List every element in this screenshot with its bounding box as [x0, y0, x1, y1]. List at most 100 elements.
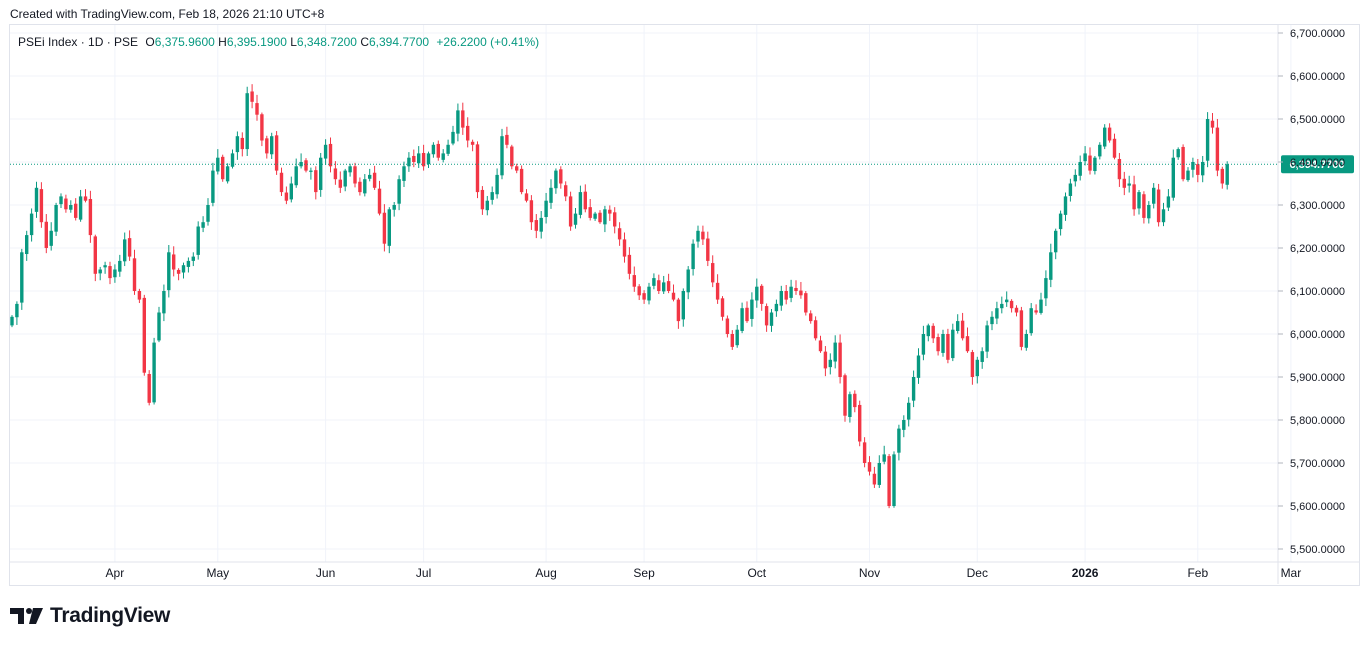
candle[interactable] [206, 198, 210, 226]
candle[interactable] [1147, 201, 1151, 224]
candle[interactable] [470, 139, 475, 152]
candle[interactable] [907, 397, 911, 427]
candle[interactable] [1093, 155, 1097, 175]
candle[interactable] [936, 333, 940, 356]
candle[interactable] [529, 195, 534, 230]
candle[interactable] [662, 275, 666, 295]
candle[interactable] [1014, 305, 1019, 317]
candle[interactable] [666, 273, 671, 294]
candle[interactable] [265, 135, 269, 159]
candle[interactable] [1049, 243, 1053, 288]
candle[interactable] [363, 174, 367, 197]
candle[interactable] [333, 161, 338, 185]
candle[interactable] [1161, 202, 1166, 227]
candle[interactable] [274, 131, 279, 175]
candle[interactable] [431, 142, 436, 158]
candle[interactable] [157, 306, 161, 343]
candle[interactable] [260, 112, 264, 147]
candle[interactable] [368, 168, 372, 182]
candle[interactable] [760, 284, 764, 311]
candle[interactable] [1137, 189, 1141, 215]
candle[interactable] [240, 132, 244, 157]
candle[interactable] [715, 274, 720, 304]
candle[interactable] [1063, 192, 1068, 221]
candle[interactable] [211, 162, 215, 207]
candle[interactable] [59, 193, 63, 209]
candle[interactable] [1176, 147, 1180, 160]
candle[interactable] [858, 400, 862, 447]
candle[interactable] [593, 211, 597, 221]
candle[interactable] [216, 149, 220, 175]
candle[interactable] [78, 189, 83, 222]
candle[interactable] [1054, 228, 1058, 260]
candle[interactable] [725, 315, 730, 338]
candle[interactable] [353, 162, 357, 188]
candle[interactable] [225, 163, 230, 184]
candle[interactable] [255, 94, 259, 121]
candle[interactable] [10, 315, 14, 328]
candle[interactable] [270, 132, 274, 159]
candle[interactable] [176, 268, 181, 281]
candle[interactable] [1000, 296, 1004, 314]
candle[interactable] [828, 353, 832, 375]
candle[interactable] [505, 126, 509, 149]
candle[interactable] [769, 309, 774, 332]
candle[interactable] [960, 312, 965, 341]
candle[interactable] [1024, 329, 1028, 351]
candle[interactable] [1142, 191, 1146, 224]
candle[interactable] [1127, 175, 1131, 193]
candle[interactable] [622, 232, 627, 263]
candle[interactable] [681, 288, 685, 327]
candle[interactable] [1122, 171, 1126, 196]
candle[interactable] [965, 327, 970, 353]
candle[interactable] [691, 239, 695, 276]
candle[interactable] [186, 257, 191, 273]
candle[interactable] [789, 279, 793, 303]
candle[interactable] [407, 152, 411, 172]
candle[interactable] [568, 191, 573, 231]
candle[interactable] [921, 325, 926, 361]
candle[interactable] [93, 234, 97, 282]
candle[interactable] [990, 311, 994, 331]
candle[interactable] [299, 153, 303, 169]
candle[interactable] [314, 166, 318, 200]
candle[interactable] [583, 184, 587, 213]
candle[interactable] [534, 214, 538, 239]
candle[interactable] [916, 348, 921, 384]
candle[interactable] [162, 284, 166, 322]
candle[interactable] [603, 205, 607, 233]
candle[interactable] [25, 230, 29, 261]
candle[interactable] [309, 167, 313, 180]
candle[interactable] [377, 180, 382, 216]
candle[interactable] [1117, 152, 1122, 187]
candle[interactable] [113, 264, 117, 283]
candle[interactable] [44, 214, 48, 254]
candle[interactable] [1215, 119, 1220, 177]
candle[interactable] [647, 282, 651, 305]
candle[interactable] [887, 453, 891, 509]
candle[interactable] [848, 391, 852, 423]
candle[interactable] [1210, 112, 1215, 134]
candle[interactable] [755, 278, 759, 308]
candle[interactable] [1044, 270, 1048, 307]
candle[interactable] [1156, 183, 1161, 227]
candle[interactable] [294, 158, 298, 188]
candle[interactable] [872, 466, 877, 488]
candle[interactable] [637, 284, 641, 301]
candle[interactable] [549, 179, 553, 209]
candle[interactable] [372, 165, 377, 190]
candle[interactable] [245, 86, 249, 156]
candle[interactable] [1103, 124, 1107, 150]
candle[interactable] [652, 273, 656, 290]
candle[interactable] [402, 161, 406, 187]
candle[interactable] [794, 280, 798, 295]
candle[interactable] [1171, 149, 1175, 201]
candle[interactable] [1068, 178, 1073, 202]
candle[interactable] [843, 373, 847, 422]
candle[interactable] [456, 103, 460, 142]
candle[interactable] [902, 415, 906, 438]
candle[interactable] [642, 290, 646, 304]
candle[interactable] [118, 254, 122, 277]
candle[interactable] [54, 202, 58, 236]
